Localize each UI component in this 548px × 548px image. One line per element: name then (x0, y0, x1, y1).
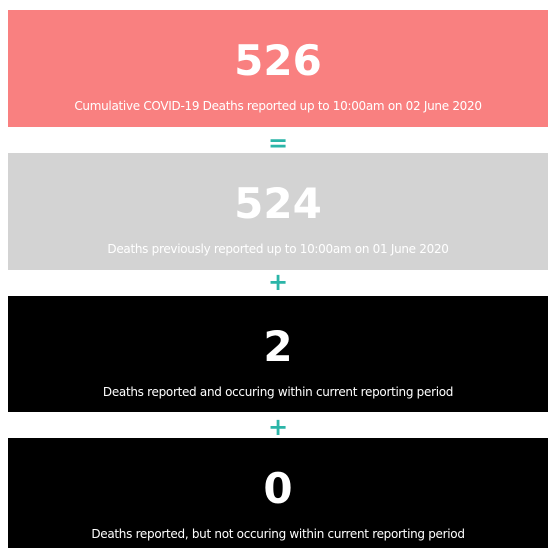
panel: 526 Cumulative COVID-19 Deaths reported u… (8, 10, 548, 127)
panel: 524 Deaths previously reported up to 10:0… (8, 153, 548, 270)
panel: 0 Deaths reported, but not occuring withi… (8, 438, 548, 548)
panel-value: 2 (263, 322, 293, 371)
panel-label: Deaths reported and occuring within curr… (102, 385, 454, 399)
panel-value: 526 (234, 36, 322, 85)
operator: + (267, 268, 289, 296)
panel-value: 0 (263, 464, 293, 513)
operator: + (267, 413, 289, 441)
panel-label: Deaths reported, but not occuring within… (91, 527, 465, 541)
operator: = (267, 129, 289, 157)
panel-label: Cumulative COVID-19 Deaths reported up t… (74, 99, 482, 113)
panel-label: Deaths previously reported up to 10:00am… (107, 242, 449, 256)
panel: 2 Deaths reported and occuring within cur… (8, 296, 548, 412)
panel-value: 524 (234, 179, 322, 228)
